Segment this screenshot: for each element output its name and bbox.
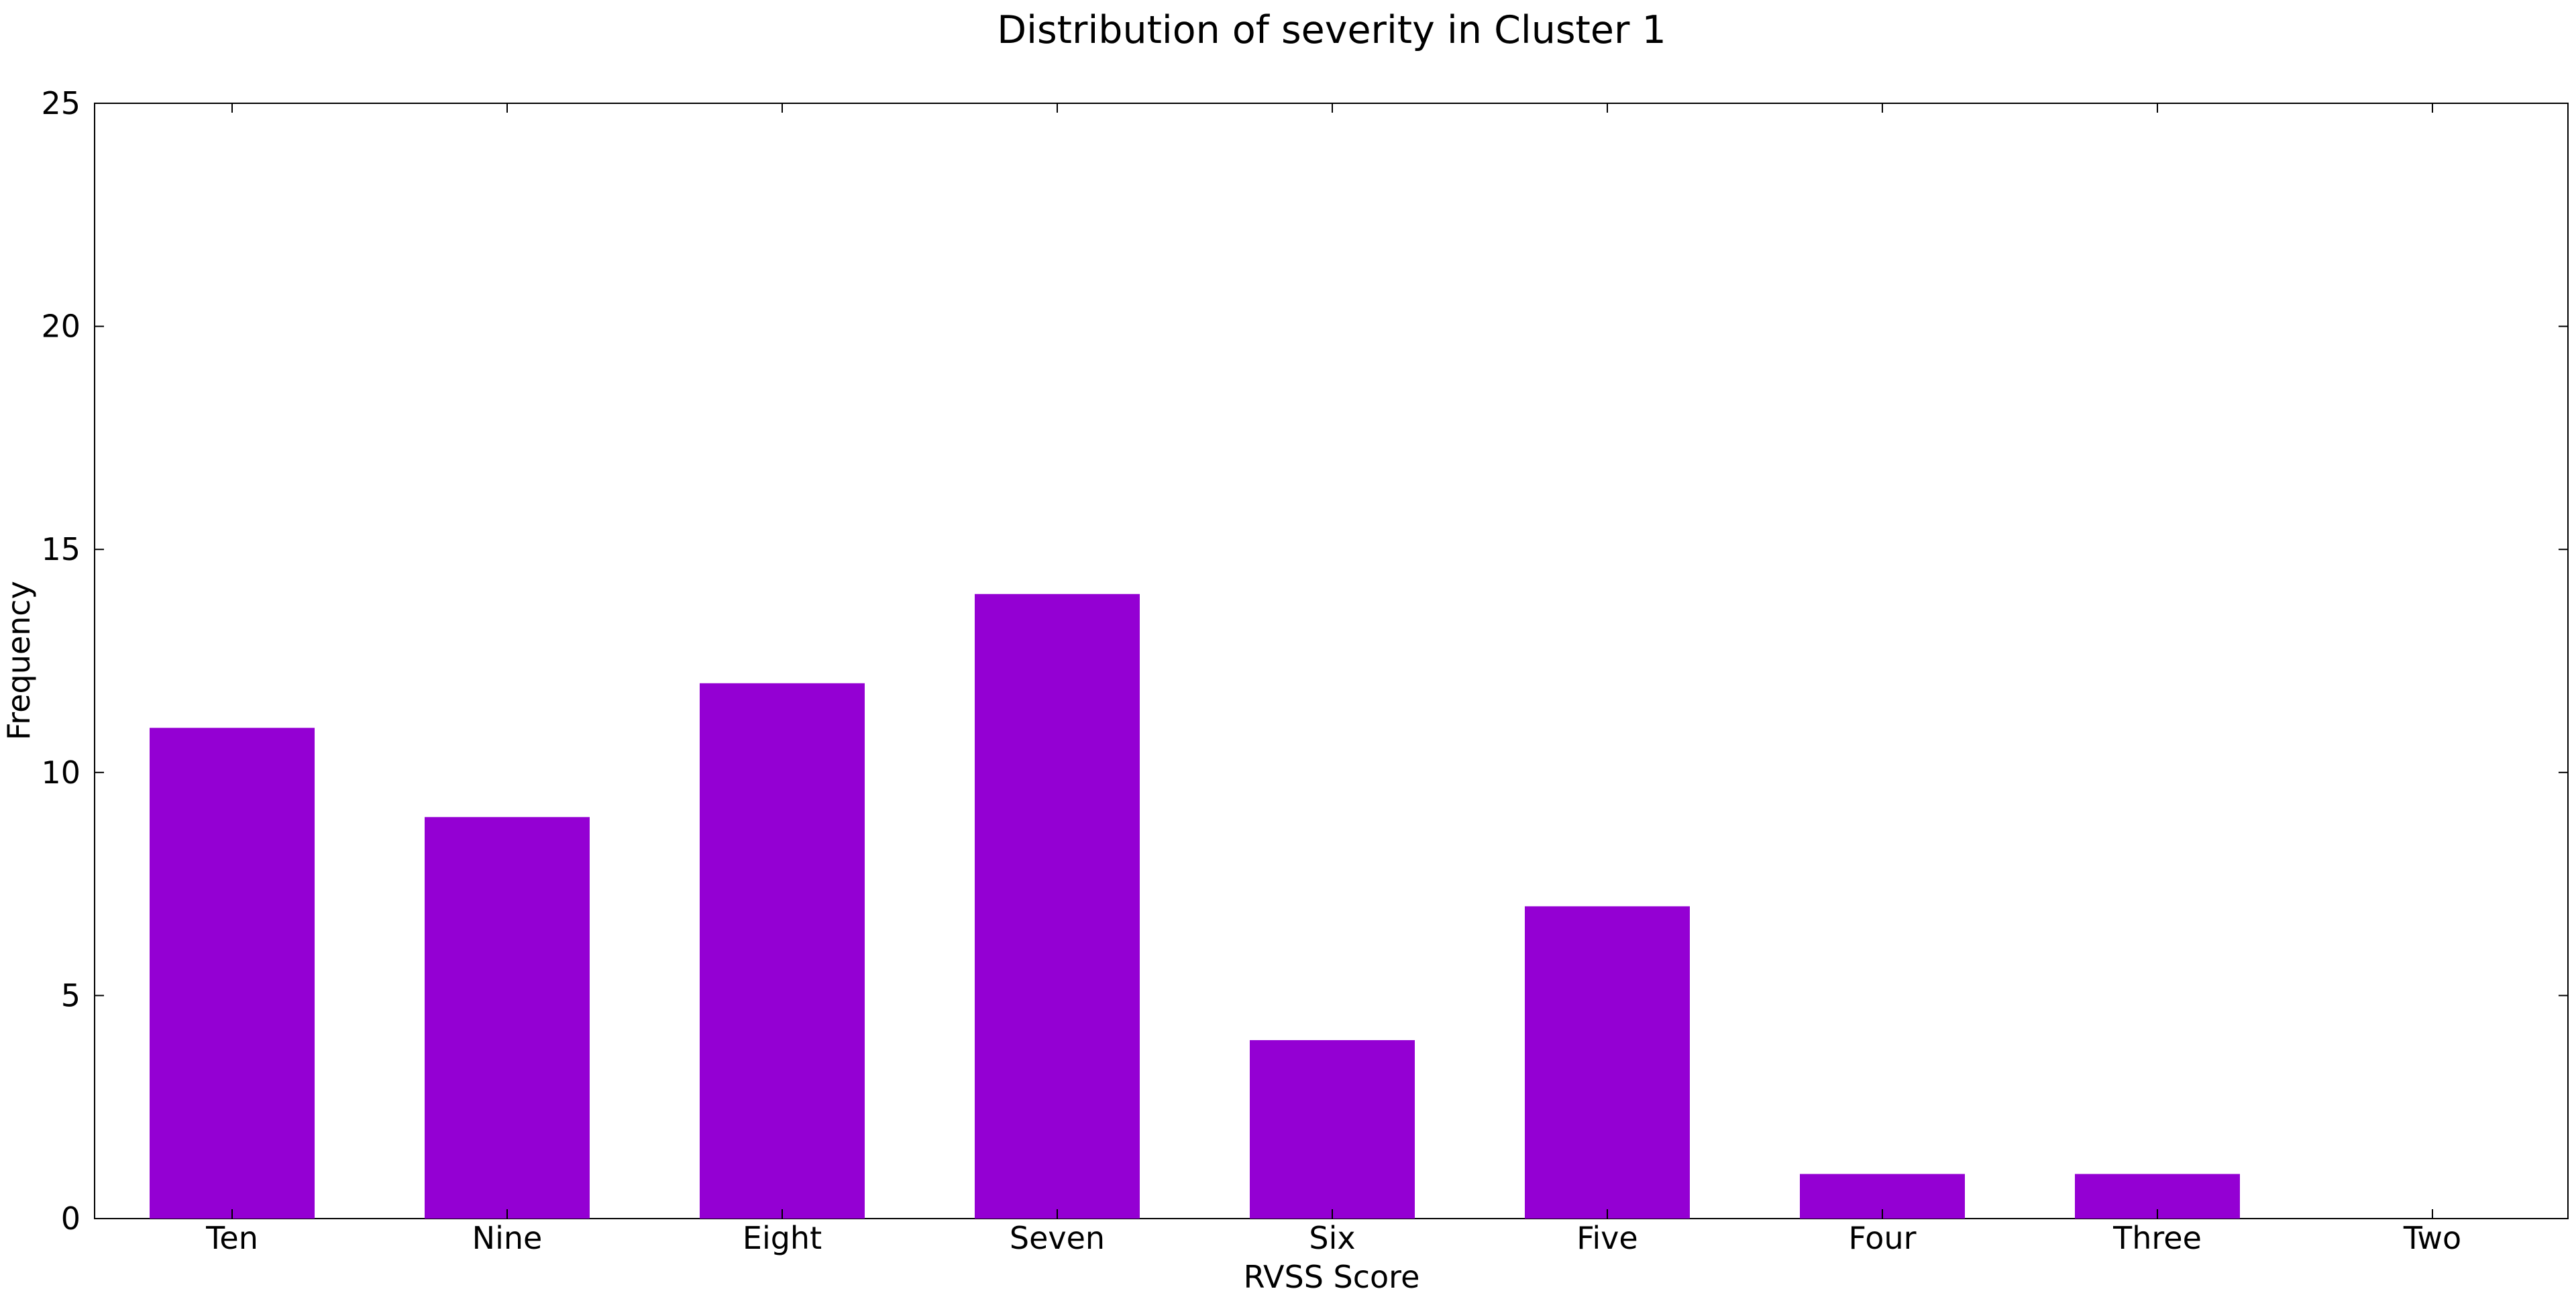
bar-nine [425,817,590,1219]
x-tick-label: Three [2112,1220,2202,1256]
y-axis-ticks: 0 5 10 15 20 25 [41,85,2568,1237]
y-tick-label: 10 [41,754,80,791]
x-tick-label: Ten [205,1220,258,1256]
bar-seven [975,594,1140,1219]
bars [150,594,2240,1219]
bar-six [1250,1040,1415,1219]
bar-five [1525,906,1690,1219]
bar-ten [150,728,315,1219]
chart-title: Distribution of severity in Cluster 1 [997,8,1666,52]
x-tick-label: Five [1576,1220,1638,1256]
x-tick-label: Eight [743,1220,822,1256]
x-tick-label: Seven [1010,1220,1105,1256]
x-axis-ticks: Ten Nine Eight Seven Six Five Four Three Two [205,103,2461,1256]
x-tick-label: Four [1848,1220,1916,1256]
y-tick-label: 0 [61,1200,80,1237]
x-tick-label: Two [2403,1220,2461,1256]
x-axis-label: RVSS Score [1244,1259,1420,1289]
y-tick-label: 25 [41,85,80,121]
y-tick-label: 20 [41,309,80,345]
x-tick-label: Six [1309,1220,1355,1256]
x-tick-label: Nine [472,1220,543,1256]
y-tick-label: 15 [41,531,80,567]
bar-eight [700,683,865,1219]
y-tick-label: 5 [61,977,80,1013]
y-axis-label: Frequency [1,581,37,740]
